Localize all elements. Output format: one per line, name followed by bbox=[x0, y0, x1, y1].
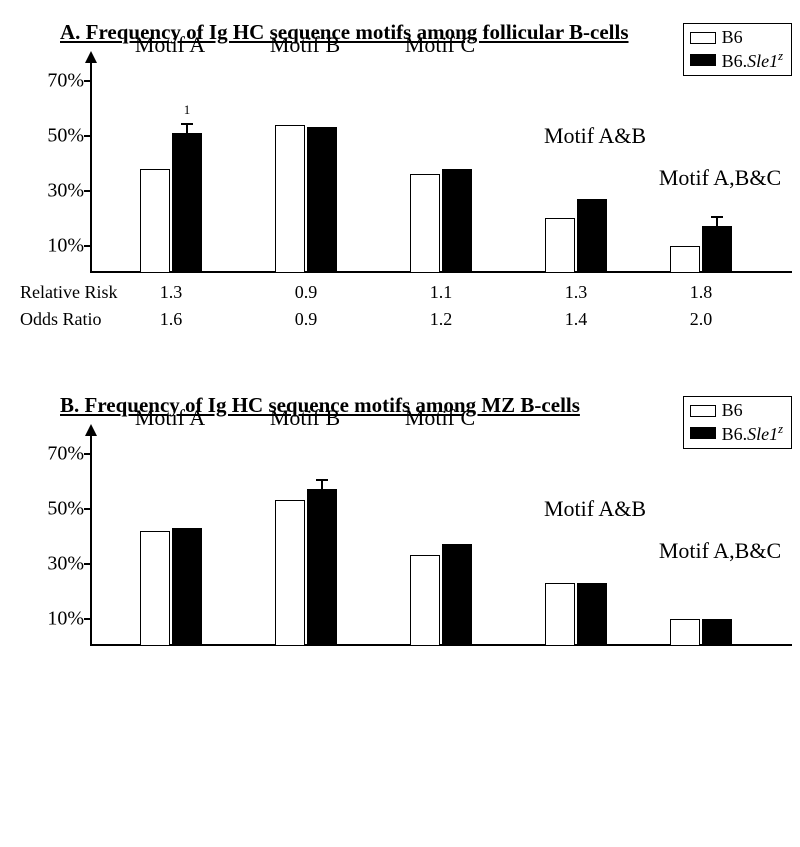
bar-b6 bbox=[140, 169, 170, 274]
bar-group-A bbox=[140, 528, 202, 646]
bar-group-B bbox=[275, 489, 337, 646]
motif-label: Motif B bbox=[270, 405, 340, 431]
bar-group-AB bbox=[545, 583, 607, 646]
panel-a: A. Frequency of Ig HC sequence motifs am… bbox=[20, 20, 780, 333]
panel-b-chart: 10%30%50%70%Motif AMotif BMotif CMotif A… bbox=[90, 426, 792, 646]
bar-b6 bbox=[545, 218, 575, 273]
bar-b6sle bbox=[577, 583, 607, 646]
legend-item: B6 bbox=[690, 27, 783, 49]
panel-a-chart: 10%30%50%70%1Motif AMotif BMotif CMotif … bbox=[90, 53, 792, 273]
bar-b6sle bbox=[307, 127, 337, 273]
stats-label: Odds Ratio bbox=[20, 306, 170, 333]
legend-item: B6.Sle1z bbox=[690, 49, 783, 73]
bar-group-ABC bbox=[670, 619, 732, 647]
bar-b6 bbox=[670, 246, 700, 274]
legend-label: B6.Sle1z bbox=[722, 49, 783, 73]
legend-item: B6.Sle1z bbox=[690, 422, 783, 446]
motif-label: Motif A&B bbox=[544, 496, 646, 522]
bar-b6sle bbox=[442, 169, 472, 274]
bar-b6 bbox=[545, 583, 575, 646]
motif-label: Motif A bbox=[135, 405, 205, 431]
legend-label: B6 bbox=[722, 27, 743, 49]
stats-label: Relative Risk bbox=[20, 279, 170, 306]
stats-value: 1.1 bbox=[429, 279, 453, 306]
bar-b6sle bbox=[702, 226, 732, 273]
bar-b6sle bbox=[172, 528, 202, 646]
motif-label: Motif B bbox=[270, 32, 340, 58]
legend-swatch bbox=[690, 427, 716, 439]
motif-label: Motif A&B bbox=[544, 123, 646, 149]
motif-label: Motif A,B&C bbox=[659, 538, 781, 564]
stats-value: 2.0 bbox=[689, 306, 713, 333]
legend: B6B6.Sle1z bbox=[683, 396, 792, 449]
legend-label: B6.Sle1z bbox=[722, 422, 783, 446]
bar-group-B bbox=[275, 125, 337, 274]
bar-b6sle bbox=[307, 489, 337, 646]
stats-value: 1.3 bbox=[564, 279, 588, 306]
legend-swatch bbox=[690, 54, 716, 66]
bar-group-A bbox=[140, 133, 202, 273]
panel-b: B. Frequency of Ig HC sequence motifs am… bbox=[20, 393, 780, 646]
bar-b6 bbox=[275, 500, 305, 646]
motif-label: Motif A bbox=[135, 32, 205, 58]
stats-value: 1.4 bbox=[564, 306, 588, 333]
stats-value: 1.8 bbox=[689, 279, 713, 306]
stats-value: 1.3 bbox=[159, 279, 183, 306]
bar-b6sle bbox=[172, 133, 202, 273]
bar-b6 bbox=[410, 174, 440, 273]
bar-b6sle bbox=[442, 544, 472, 646]
motif-label: Motif C bbox=[405, 32, 475, 58]
bar-group-C bbox=[410, 169, 472, 274]
bar-group-C bbox=[410, 544, 472, 646]
bar-group-AB bbox=[545, 199, 607, 273]
legend: B6B6.Sle1z bbox=[683, 23, 792, 76]
stats-row: Odds Ratio1.6 0.9 1.2 1.4 2.0 bbox=[20, 306, 780, 333]
motif-label: Motif A,B&C bbox=[659, 165, 781, 191]
stats-value: 0.9 bbox=[294, 306, 318, 333]
stats-value: 1.6 bbox=[159, 306, 183, 333]
bar-b6 bbox=[410, 555, 440, 646]
bar-group-ABC bbox=[670, 226, 732, 273]
bar-b6 bbox=[140, 531, 170, 647]
annotation: 1 bbox=[184, 102, 191, 118]
legend-swatch bbox=[690, 405, 716, 417]
bar-b6sle bbox=[577, 199, 607, 273]
legend-swatch bbox=[690, 32, 716, 44]
bar-b6 bbox=[275, 125, 305, 274]
bar-b6sle bbox=[702, 619, 732, 647]
motif-label: Motif C bbox=[405, 405, 475, 431]
stats-value: 0.9 bbox=[294, 279, 318, 306]
stats-row: Relative Risk1.30.91.11.31.8 bbox=[20, 279, 780, 306]
stats-value: 1.2 bbox=[429, 306, 453, 333]
legend-item: B6 bbox=[690, 400, 783, 422]
bar-b6 bbox=[670, 619, 700, 647]
legend-label: B6 bbox=[722, 400, 743, 422]
panel-a-stats: Relative Risk1.30.91.11.31.8Odds Ratio1.… bbox=[20, 279, 780, 333]
